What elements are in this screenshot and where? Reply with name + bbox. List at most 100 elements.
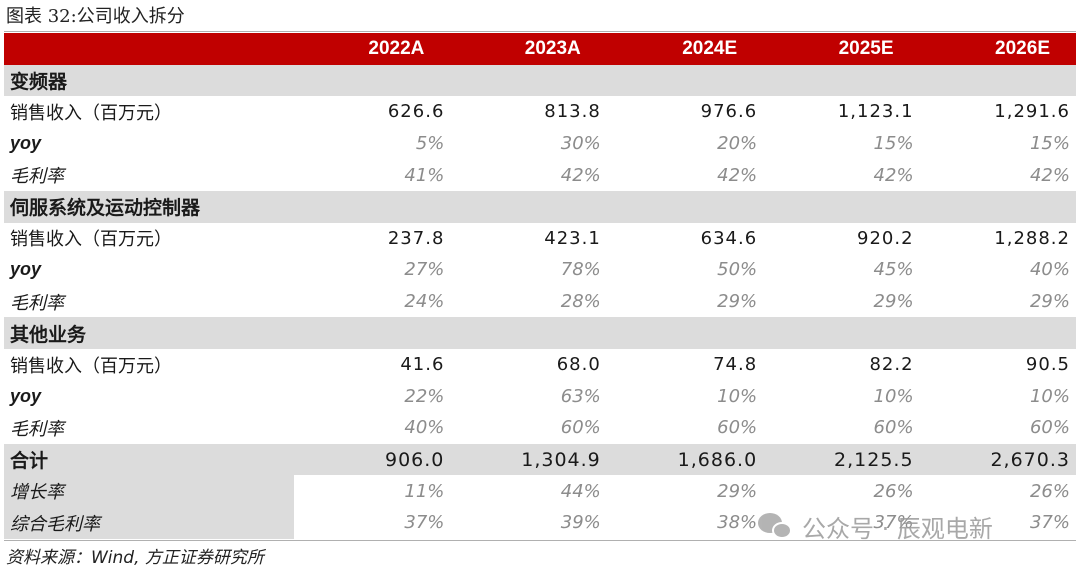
- table-row-yoy: yoy 27% 78% 50% 45% 40%: [4, 254, 1076, 286]
- value-cell: 813.8: [544, 101, 601, 123]
- value-cell: 68.0: [556, 354, 601, 376]
- value-cell: 10%: [717, 385, 758, 407]
- value-cell: 423.1: [544, 227, 601, 249]
- value-cell: 626.6: [387, 101, 445, 123]
- value-cell: 82.2: [869, 354, 914, 376]
- value-cell: 45%: [873, 259, 914, 281]
- value-cell: 60%: [873, 417, 914, 439]
- value-cell: 920.2: [857, 227, 914, 249]
- figure-caption: 图表 32:公司收入拆分: [6, 6, 185, 27]
- value-cell: 10%: [1029, 385, 1070, 407]
- value-cell: 60%: [717, 417, 758, 439]
- total-label: 合计: [4, 443, 294, 476]
- value-cell: 11%: [404, 480, 445, 502]
- value-cell: 5%: [415, 133, 445, 155]
- value-cell: 30%: [560, 133, 601, 155]
- total-row: 合计 906.0 1,304.9 1,686.0 2,125.5 2,670.3: [4, 443, 1076, 476]
- value-cell: 1,288.2: [994, 227, 1070, 249]
- total-value-cell: 2,125.5: [763, 443, 920, 476]
- value-cell: 26%: [1029, 480, 1070, 502]
- row-label: 毛利率: [10, 292, 64, 314]
- value-cell: 41.6: [400, 354, 445, 376]
- table-row-revenue: 销售收入（百万元） 41.6 68.0 74.8 82.2 90.5: [4, 349, 1076, 381]
- row-label: 综合毛利率: [4, 506, 294, 539]
- table-header-row: 2022A 2023A 2024E 2025E 2026E: [4, 33, 1076, 65]
- value-cell: 29%: [717, 291, 758, 313]
- header-blank-cell: [4, 33, 294, 65]
- wechat-icon: [758, 511, 794, 541]
- value-cell: 976.6: [700, 101, 758, 123]
- row-label: yoy: [10, 385, 42, 406]
- total-value-cell: 1,304.9: [450, 443, 607, 476]
- table-row-revenue: 销售收入（百万元） 237.8 423.1 634.6 920.2 1,288.2: [4, 223, 1076, 255]
- value-cell: 42%: [873, 164, 914, 186]
- table-row-margin: 毛利率 24% 28% 29% 29% 29%: [4, 286, 1076, 318]
- table-row-margin: 毛利率 41% 42% 42% 42% 42%: [4, 159, 1076, 191]
- segment-header-row: 其他业务: [4, 317, 1076, 349]
- value-cell: 15%: [1029, 133, 1070, 155]
- row-label: yoy: [10, 133, 42, 154]
- value-cell: 28%: [560, 291, 601, 313]
- table-row-yoy: yoy 5% 30% 20% 15% 15%: [4, 128, 1076, 160]
- value-cell: 50%: [717, 259, 758, 281]
- value-cell: 29%: [717, 480, 758, 502]
- total-value-cell: 2,670.3: [919, 443, 1076, 476]
- value-cell: 41%: [404, 164, 445, 186]
- table-row-margin: 毛利率 40% 60% 60% 60% 60%: [4, 412, 1076, 444]
- header-year: 2022A: [294, 33, 451, 65]
- total-sub-row: 增长率 11% 44% 29% 26% 26%: [4, 475, 1076, 507]
- value-cell: 44%: [560, 480, 601, 502]
- total-value-cell: 906.0: [294, 443, 451, 476]
- row-label: 销售收入（百万元）: [10, 102, 172, 124]
- value-cell: 22%: [404, 385, 445, 407]
- value-cell: 42%: [717, 164, 758, 186]
- value-cell: 27%: [404, 259, 445, 281]
- value-cell: 29%: [1029, 291, 1070, 313]
- value-cell: 20%: [717, 133, 758, 155]
- value-cell: 26%: [873, 480, 914, 502]
- value-cell: 37%: [404, 512, 445, 534]
- value-cell: 40%: [404, 417, 445, 439]
- table-row-revenue: 销售收入（百万元） 626.6 813.8 976.6 1,123.1 1,291.6: [4, 96, 1076, 128]
- value-cell: 1,291.6: [994, 101, 1070, 123]
- row-label: 销售收入（百万元）: [10, 229, 172, 251]
- value-cell: 63%: [560, 385, 601, 407]
- row-label: yoy: [10, 259, 42, 280]
- header-year: 2024E: [606, 33, 764, 65]
- header-year: 2026E: [919, 33, 1076, 65]
- value-cell: 10%: [873, 385, 914, 407]
- segment-name: 其他业务: [4, 317, 1076, 349]
- watermark-text: 公众号 · 辰观电新: [802, 514, 993, 543]
- value-cell: 24%: [404, 291, 445, 313]
- row-label: 毛利率: [10, 166, 64, 188]
- table-row-yoy: yoy 22% 63% 10% 10% 10%: [4, 381, 1076, 413]
- value-cell: 78%: [560, 259, 601, 281]
- revenue-breakdown-table: 2022A 2023A 2024E 2025E 2026E 变频器 销售收入（百万…: [4, 33, 1076, 539]
- source-note: 资料来源：Wind, 方正证券研究所: [6, 548, 264, 568]
- total-sub-row: 综合毛利率 37% 39% 38% 37% 37%: [4, 506, 1076, 539]
- value-cell: 1,123.1: [837, 101, 914, 123]
- row-label: 毛利率: [10, 418, 64, 440]
- value-cell: 15%: [873, 133, 914, 155]
- value-cell: 39%: [560, 512, 601, 534]
- watermark: 公众号 · 辰观电新: [758, 508, 993, 544]
- value-cell: 237.8: [387, 227, 445, 249]
- value-cell: 74.8: [713, 354, 758, 376]
- total-value-cell: 1,686.0: [606, 443, 764, 476]
- value-cell: 42%: [1029, 164, 1070, 186]
- value-cell: 90.5: [1025, 354, 1070, 376]
- value-cell: 38%: [717, 512, 758, 534]
- segment-header-row: 伺服系统及运动控制器: [4, 190, 1076, 223]
- row-label: 增长率: [4, 475, 294, 507]
- value-cell: 42%: [560, 164, 601, 186]
- row-label: 销售收入（百万元）: [10, 355, 172, 377]
- top-divider: [4, 31, 1076, 32]
- segment-header-row: 变频器: [4, 64, 1076, 97]
- bottom-divider: [4, 540, 1076, 541]
- header-year: 2025E: [763, 33, 920, 65]
- value-cell: 634.6: [700, 227, 758, 249]
- segment-name: 变频器: [4, 64, 1076, 97]
- header-year: 2023A: [450, 33, 607, 65]
- value-cell: 40%: [1029, 259, 1070, 281]
- value-cell: 60%: [560, 417, 601, 439]
